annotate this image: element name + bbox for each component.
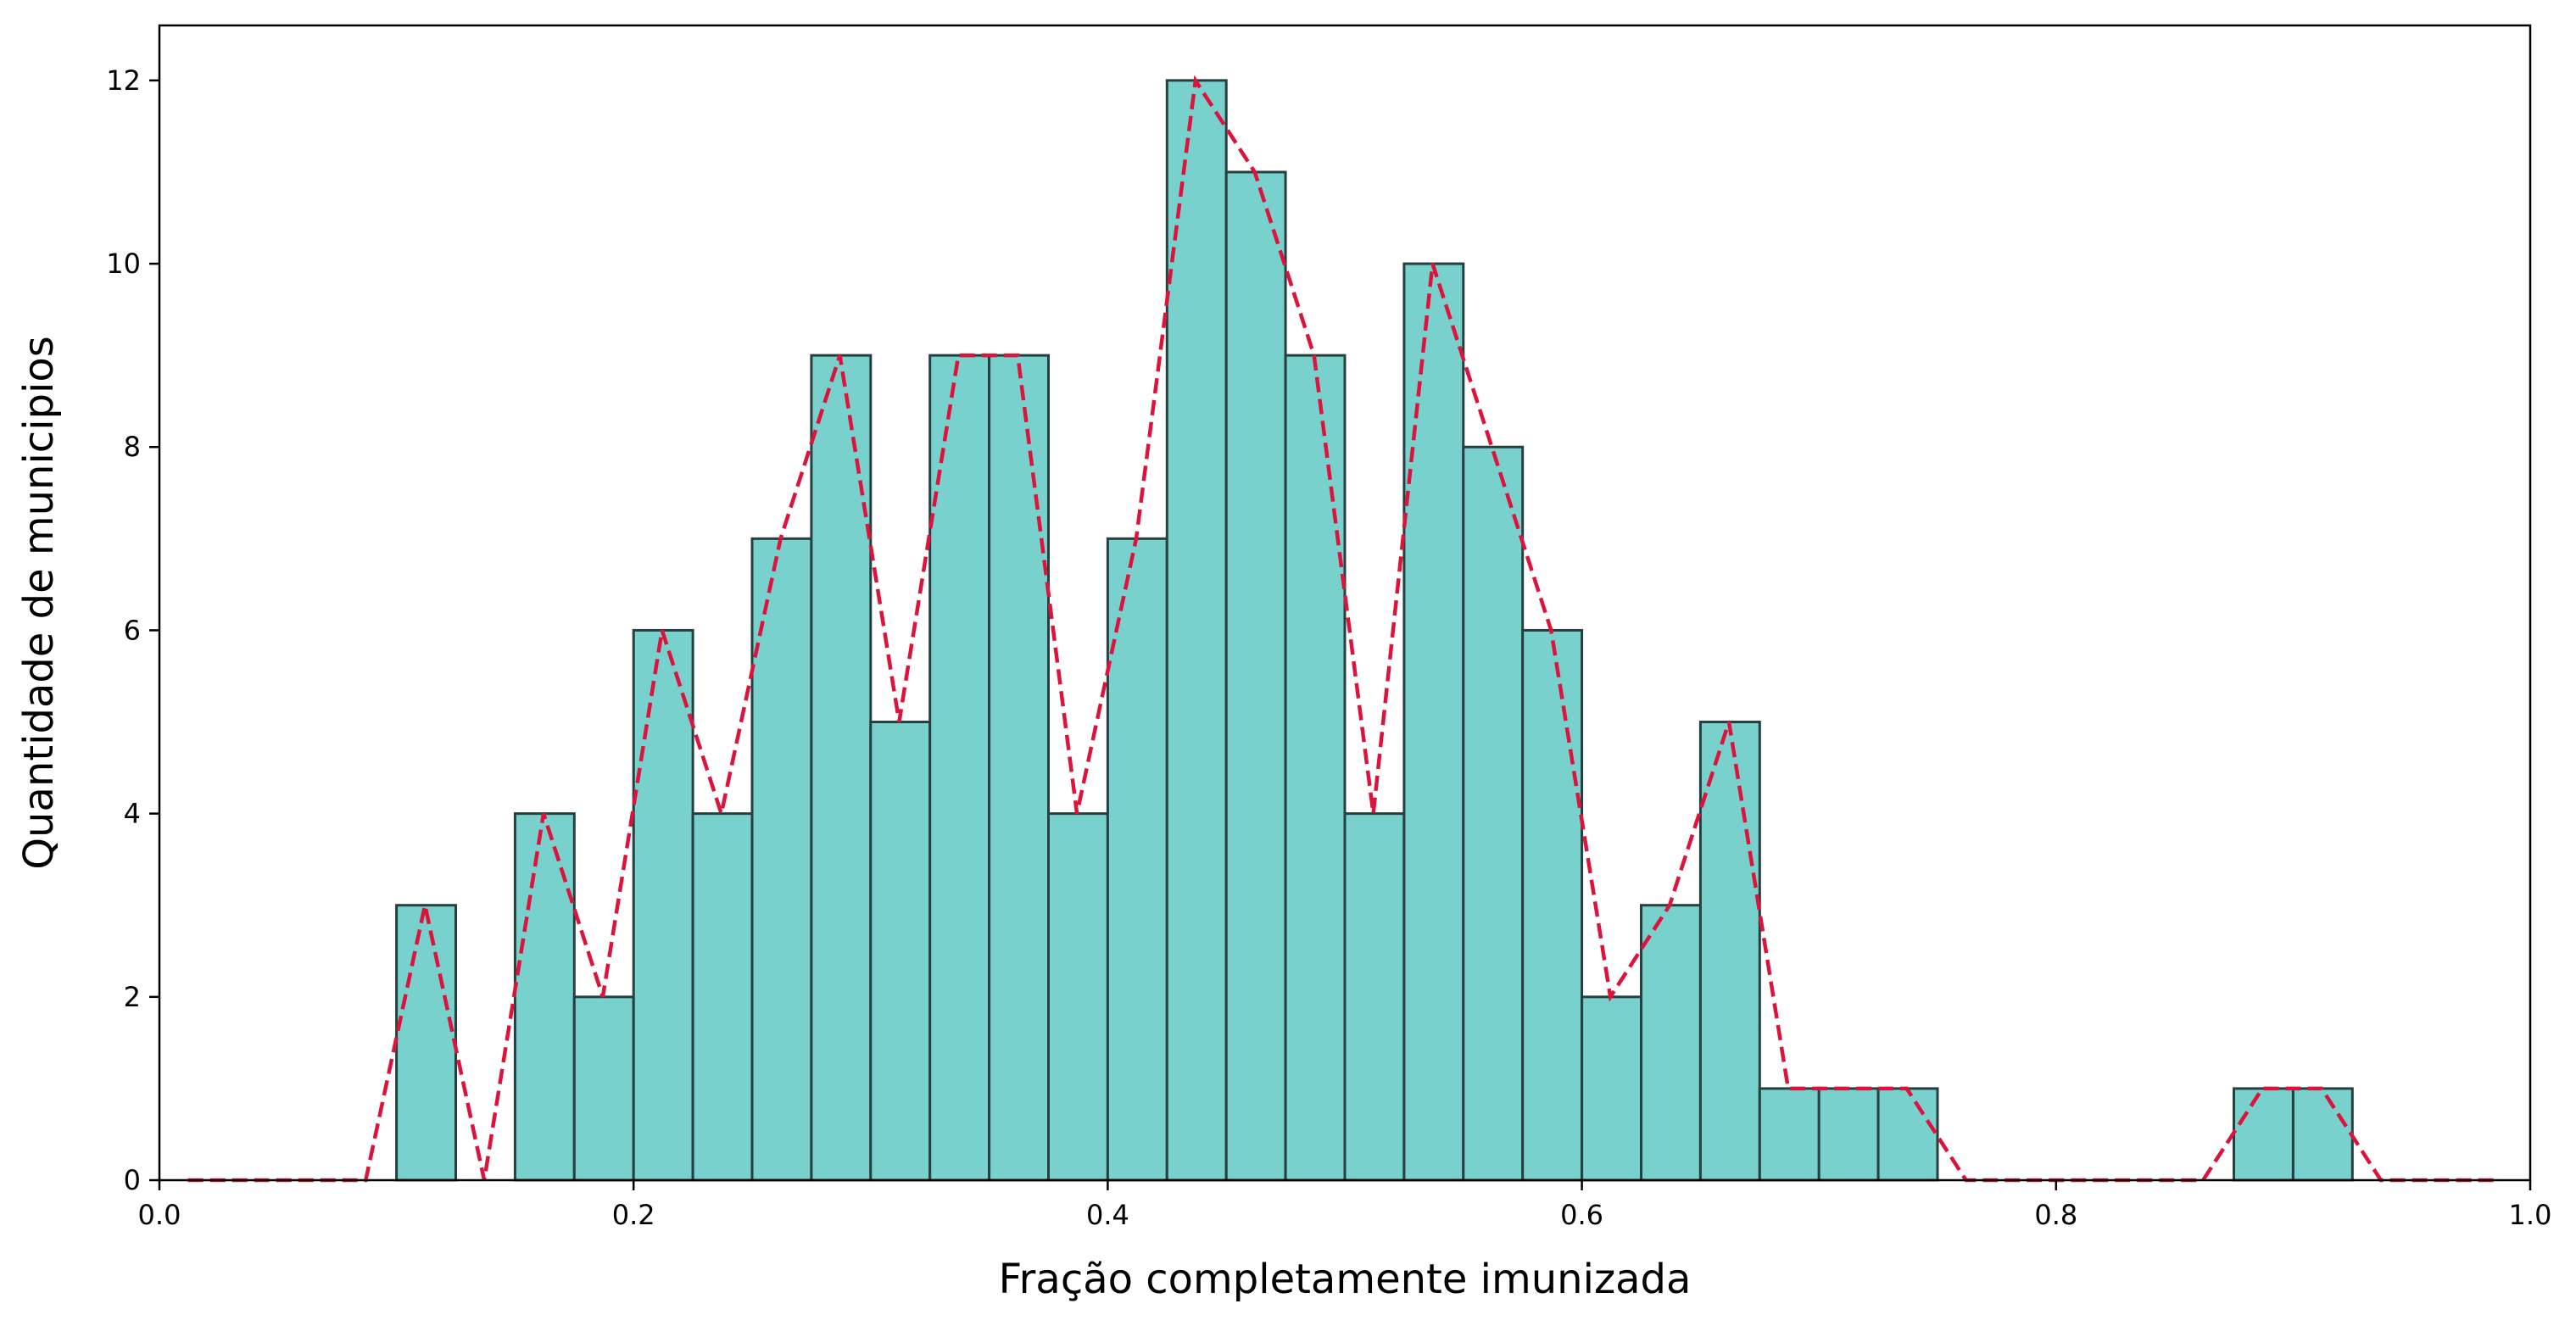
histogram-bar [632,628,694,1182]
histogram-bar [1284,354,1347,1182]
histogram-bar [869,721,932,1182]
histogram-bar [1047,812,1109,1182]
histogram-bar [1758,1087,1820,1182]
bar-group [395,79,2354,1182]
density-line [187,75,2500,1183]
histogram-bar [1462,445,1525,1182]
x-tick-label: 0.2 [612,1199,655,1231]
histogram-bar [1698,721,1761,1182]
histogram-bar [1106,537,1168,1182]
y-tick-label: 2 [124,981,141,1013]
x-tick-label: 0.0 [138,1199,181,1231]
histogram-bar [1876,1087,1939,1182]
histogram-bar [988,354,1050,1182]
y-tick-label: 0 [124,1164,141,1196]
histogram-bar [513,812,576,1182]
plot-frame [158,24,2532,1182]
y-tick-label: 4 [124,798,141,830]
histogram-bar [2291,1087,2354,1182]
histogram-bar [1521,628,1584,1182]
y-axis: 0 2 4 6 8 10 12 [106,64,159,1196]
histogram-bar [395,904,458,1182]
histogram-bar [1640,904,1702,1182]
histogram-bar [1165,79,1228,1182]
histogram-bar [1343,812,1406,1182]
y-tick-label: 10 [106,248,141,280]
histogram-bar [1817,1087,1880,1182]
x-tick-label: 0.8 [2034,1199,2077,1231]
histogram-bar [1402,262,1465,1182]
histogram-bar [1224,170,1287,1182]
y-tick-label: 8 [124,431,141,463]
histogram-bar [691,812,754,1182]
histogram-bar [810,354,873,1182]
x-tick-label: 0.4 [1086,1199,1129,1231]
histogram-bar [750,537,813,1182]
y-tick-label: 6 [124,614,141,646]
y-tick-label: 12 [106,64,141,97]
x-axis-title: Fração completamente imunizada [999,1256,1692,1303]
histogram-bar [1581,995,1642,1182]
x-axis: 0.0 0.2 0.4 0.6 0.8 1.0 [138,1180,2552,1231]
y-axis-title: Quantidade de municipios [15,336,63,869]
histogram-bar [572,995,635,1182]
x-tick-label: 1.0 [2509,1199,2552,1231]
x-tick-label: 0.6 [1560,1199,1603,1231]
histogram-bar [928,354,991,1182]
histogram-bar [2233,1087,2294,1182]
